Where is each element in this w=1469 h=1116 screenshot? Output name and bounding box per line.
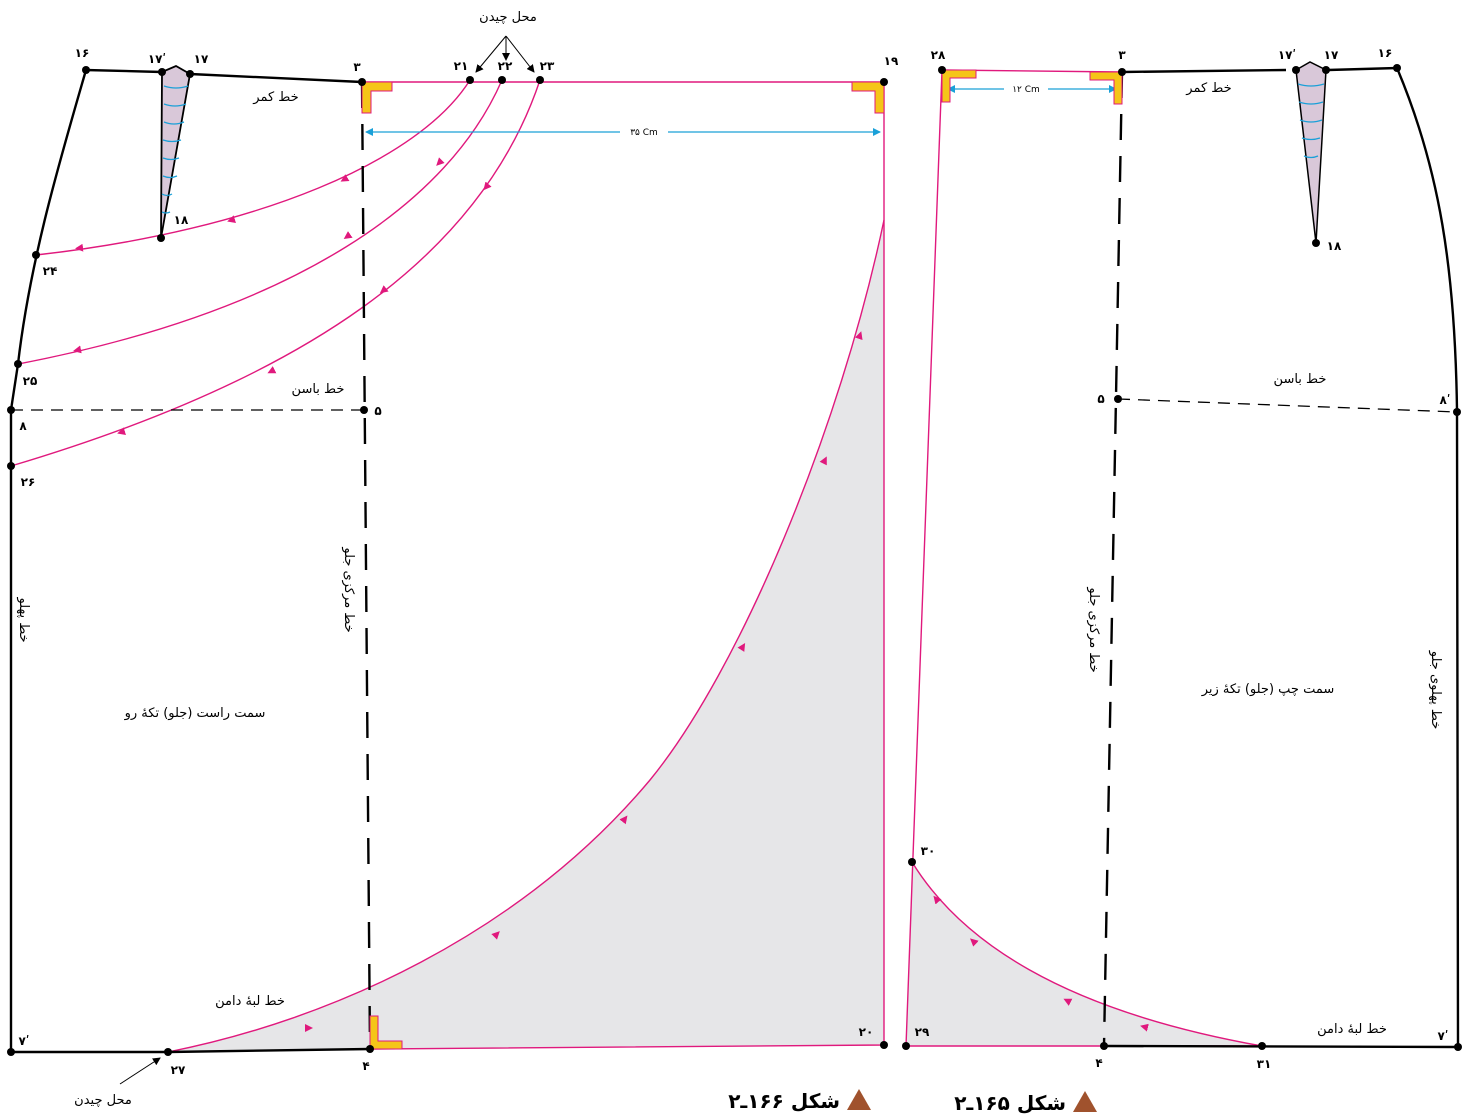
gusset-curve-left [167, 219, 885, 1053]
label-p3-left: ۳ [353, 60, 361, 74]
center-front-line-right [1102, 71, 1124, 1047]
label-p3-right: ۳ [1118, 48, 1126, 62]
dimension-35cm: ۳۵ Cm [630, 128, 658, 138]
caption-triangle-166 [847, 1089, 871, 1110]
label-p17p-left: ۱۷ʹ [148, 52, 166, 66]
corner-mark-4-left [369, 1015, 403, 1050]
label-right-piece: سمت راست (جلو) تکهٔ رو [124, 706, 266, 721]
label-p8p: ۸ʹ [1440, 393, 1451, 407]
label-p7p-left: ۷ʹ [19, 1034, 30, 1048]
label-p5-left: ۵ [374, 404, 381, 418]
dart-right [1295, 61, 1327, 244]
corner-mark-3-left [361, 81, 393, 114]
label-hip-line-left: خط باسن [292, 382, 345, 397]
label-p26: ۲۶ [21, 475, 36, 489]
extension-frame [362, 81, 885, 1050]
label-p19: ۱۹ [884, 54, 899, 68]
corner-mark-19 [851, 81, 885, 114]
label-p24: ۲۴ [43, 264, 58, 278]
label-waist-line-right: خط کمر [1185, 81, 1231, 96]
label-p20: ۲۰ [859, 1025, 874, 1039]
rotation-arc-22-25 [17, 79, 503, 365]
center-front-line-left [360, 81, 372, 1050]
label-p17-right: ۱۷ [1324, 48, 1339, 62]
gusset-fill-left [168, 220, 884, 1052]
label-center-front-left: خط مرکزی جلو [341, 546, 356, 632]
gusset-curve-right [911, 861, 1263, 1047]
label-hem-line-right: خط لبهٔ دامن [1317, 1022, 1387, 1037]
label-p25: ۲۵ [23, 374, 38, 388]
label-p5-right: ۵ [1097, 392, 1104, 406]
label-p29: ۲۹ [915, 1025, 930, 1039]
figure-166: ۱۶ ۱۷ʹ ۱۷ ۱۸ ۳ ۲۱ ۲۲ ۲۳ ۱۹ ۲۴ ۲۵ ۸ ۲۶ ۵ … [7, 10, 899, 1113]
label-p31: ۳۱ [1257, 1057, 1272, 1071]
label-hem-line-left: خط لبهٔ دامن [215, 994, 285, 1009]
label-p16-right: ۱۶ [1378, 46, 1393, 60]
label-left-piece: سمت چپ (جلو) تکهٔ زیر [1201, 682, 1335, 697]
gusset-fill-right [906, 862, 1262, 1046]
label-p28: ۲۸ [931, 48, 946, 62]
dimension-12cm: ۱۲ Cm [1012, 85, 1040, 95]
underlay-frame [905, 69, 1262, 1047]
label-p4-left: ۴ [362, 1059, 369, 1073]
label-p22: ۲۲ [498, 59, 513, 73]
label-p4-right: ۴ [1095, 1056, 1102, 1070]
label-p18-right: ۱۸ [1327, 239, 1342, 253]
label-p27: ۲۷ [171, 1063, 186, 1077]
caption-triangle-165 [1073, 1091, 1097, 1112]
label-hip-line-right: خط باسن [1274, 372, 1327, 387]
label-p8: ۸ [19, 419, 27, 433]
label-p17-left: ۱۷ [194, 52, 209, 66]
label-p18-left: ۱۸ [174, 213, 189, 227]
label-p30: ۳۰ [921, 844, 936, 858]
label-p17p-right: ۱۷ʹ [1278, 48, 1296, 62]
skirt-outline-left [1103, 66, 1460, 1049]
label-side-line: خط پهلو [16, 596, 31, 642]
caption-fig166: شکل ۱۶۶ـ۲ [728, 1089, 840, 1113]
figure-165: ۲۸ ۳ ۱۷ʹ ۱۷ ۱۶ ۱۸ ۵ ۸ʹ ۳۰ ۲۹ ۴ ۳۱ ۷ʹ خط … [902, 46, 1462, 1115]
hip-line-right [1117, 398, 1458, 413]
label-p23: ۲۳ [540, 59, 555, 73]
label-p16-left: ۱۶ [75, 46, 90, 60]
label-front-side-line: خط پهلوی جلو [1428, 650, 1443, 730]
label-p21: ۲۱ [454, 59, 469, 73]
label-center-front-right: خط مرکزی جلو [1086, 586, 1101, 672]
rotation-arc-23-26 [10, 79, 541, 467]
label-waist-line-left: خط کمر [252, 90, 298, 105]
corner-mark-28 [941, 69, 977, 103]
label-lay-place-top: محل چیدن [479, 10, 537, 25]
corner-mark-3-right [1089, 71, 1123, 105]
label-lay-place-bottom: محل چیدن [74, 1093, 132, 1108]
rotation-arc-21-24 [35, 79, 471, 256]
label-p7p-right: ۷ʹ [1438, 1029, 1449, 1043]
caption-fig165: شکل ۱۶۵ـ۲ [954, 1091, 1066, 1115]
